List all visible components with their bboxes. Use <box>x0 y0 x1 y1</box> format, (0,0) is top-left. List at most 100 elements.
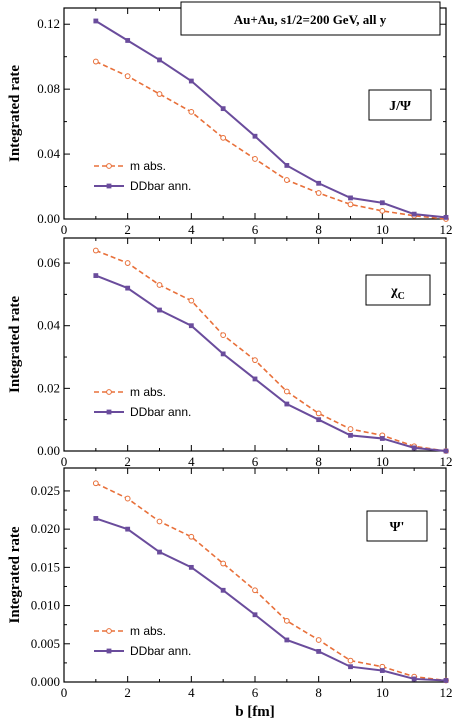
data-point-m-abs <box>252 587 258 594</box>
series-line-ddbar <box>95 274 447 452</box>
y-tick-label: 0.020 <box>31 521 60 536</box>
data-point-m-abs <box>156 91 163 97</box>
data-point-ddbar <box>157 307 162 313</box>
data-point-m-abs <box>124 73 131 80</box>
figure-title-box: Au+Au, s1/2=200 GeV, all y <box>180 1 441 36</box>
legend-marker <box>106 628 112 634</box>
data-point-ddbar <box>411 676 417 682</box>
data-point-ddbar <box>443 448 449 454</box>
data-point-m-abs <box>315 190 322 196</box>
data-point-ddbar <box>316 649 322 654</box>
data-point-m-abs <box>252 156 258 162</box>
data-point-m-abs <box>92 247 99 254</box>
x-tick-label: 6 <box>252 454 259 469</box>
y-tick-label: 0.04 <box>37 146 60 161</box>
x-tick-label: 0 <box>61 222 68 237</box>
x-tick-label: 0 <box>61 454 68 469</box>
x-tick-label: 6 <box>252 222 259 237</box>
data-point-m-abs <box>283 617 290 624</box>
y-axis-label: Integrated rate <box>7 65 23 162</box>
y-tick-label: 0.12 <box>37 16 60 31</box>
data-point-ddbar <box>348 432 353 438</box>
legend: m abs. DDbar ann. <box>94 159 191 193</box>
legend-marker <box>106 183 112 189</box>
panel-label-frame <box>368 89 432 121</box>
data-point-ddbar <box>348 195 353 201</box>
data-point-ddbar <box>443 214 449 220</box>
data-point-m-abs <box>124 495 131 502</box>
data-point-ddbar <box>93 273 99 278</box>
series-line-m-abs <box>95 482 447 682</box>
data-point-ddbar <box>220 351 226 357</box>
data-point-ddbar <box>316 417 322 423</box>
panel-label-subscript: C <box>398 291 405 302</box>
x-tick-label: 8 <box>315 454 322 469</box>
data-point-ddbar <box>188 323 194 329</box>
series-line-m-abs <box>95 249 447 452</box>
panel-3: 0 2 4 6 8 10 12 0.000 0.005 0.010 0.015 0.020 0.025 I… <box>7 467 452 700</box>
data-point-ddbar <box>284 637 290 643</box>
data-point-ddbar <box>93 516 99 521</box>
y-tick-label: 0.005 <box>31 636 60 651</box>
legend-marker <box>106 163 112 169</box>
x-tick-label: 2 <box>124 222 131 237</box>
data-point-ddbar <box>411 211 417 217</box>
data-point-ddbar <box>252 133 258 139</box>
data-point-ddbar <box>220 106 226 112</box>
data-point-m-abs <box>379 207 386 214</box>
x-tick-label: 4 <box>188 222 195 237</box>
legend-label: m abs. <box>130 385 166 399</box>
data-point-ddbar <box>157 57 162 63</box>
legend-marker <box>106 389 112 395</box>
legend-marker <box>106 648 112 654</box>
x-tick-label: 10 <box>376 685 389 700</box>
y-tick-label: 0.00 <box>37 211 60 226</box>
x-tick-label: 12 <box>440 685 452 700</box>
legend: m abs. DDbar ann. <box>94 624 191 658</box>
data-point-ddbar <box>379 436 385 441</box>
data-point-ddbar <box>252 376 258 382</box>
y-tick-label: 0.00 <box>37 443 60 458</box>
y-tick-label: 0.06 <box>37 255 60 270</box>
panels: 0 2 4 6 8 10 12 0.00 0.04 0.08 0.12 Integrated rate… <box>7 7 452 700</box>
data-point-ddbar <box>411 445 417 451</box>
data-point-m-abs <box>315 410 322 417</box>
y-tick-label: 0.015 <box>31 559 60 574</box>
data-point-m-abs <box>347 657 354 664</box>
x-tick-label: 12 <box>440 222 452 237</box>
panel-label-box: χC <box>365 274 431 306</box>
y-tick-label: 0.02 <box>37 380 60 395</box>
data-point-ddbar <box>252 612 258 618</box>
data-point-ddbar <box>93 18 99 24</box>
legend: m abs. DDbar ann. <box>94 385 191 419</box>
y-tick-label: 0.000 <box>31 674 60 689</box>
x-tick-label: 12 <box>440 454 452 469</box>
y-axis-label: Integrated rate <box>7 526 23 623</box>
data-point-m-abs <box>315 637 322 643</box>
data-point-m-abs <box>188 533 195 540</box>
legend-label: DDbar ann. <box>130 405 191 419</box>
data-point-m-abs <box>347 426 354 432</box>
data-point-ddbar <box>220 587 226 593</box>
x-tick-label: 10 <box>376 454 389 469</box>
data-point-ddbar <box>125 38 131 43</box>
data-point-m-abs <box>156 282 163 288</box>
x-axis-label: b [fm] <box>235 704 275 720</box>
series-line-m-abs <box>95 60 447 220</box>
plot-frame <box>63 467 447 683</box>
y-tick-label: 0.010 <box>31 598 60 613</box>
x-tick-label: 4 <box>188 685 195 700</box>
panel-label-frame <box>366 510 428 542</box>
x-tick-label: 0 <box>61 685 68 700</box>
data-point-ddbar <box>284 401 290 407</box>
legend-marker <box>106 409 112 415</box>
data-point-m-abs <box>283 177 290 183</box>
series-line-ddbar <box>95 20 447 219</box>
data-point-ddbar <box>379 200 385 206</box>
data-point-m-abs <box>92 480 99 487</box>
panel-label-box: Ψ' <box>366 510 428 542</box>
series-line-ddbar <box>95 517 447 682</box>
data-point-ddbar <box>188 564 194 570</box>
x-tick-label: 6 <box>252 685 259 700</box>
